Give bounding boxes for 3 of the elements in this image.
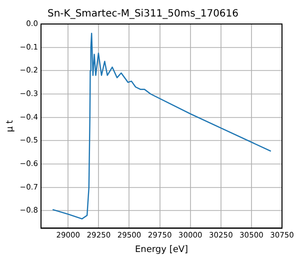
x-axis-title: Energy [eV] [134,244,188,255]
y-axis-title: μ t [6,120,16,132]
chart-title: Sn-K_Smartec-M_Si311_50ms_170616 [47,8,239,20]
